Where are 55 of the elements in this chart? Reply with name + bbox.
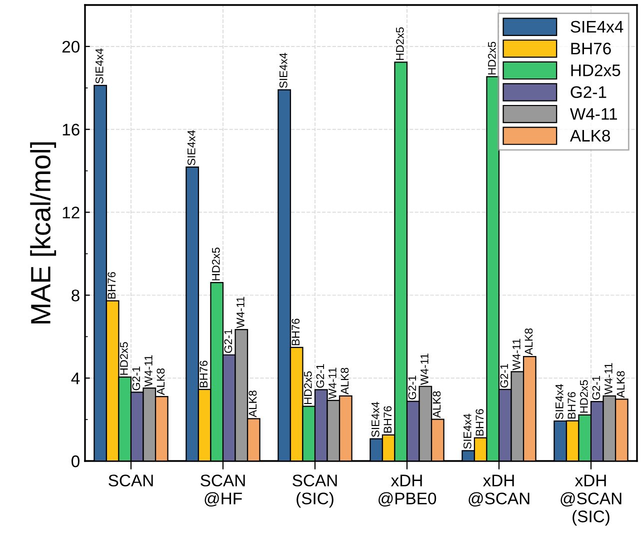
data-label: W4-11: [420, 354, 428, 385]
data-label: BH76: [476, 409, 484, 436]
data-label: G2-1: [132, 366, 140, 390]
y-tick-label: 0: [72, 455, 80, 468]
data-label: SIE4x4: [187, 130, 196, 166]
data-label: SIE4x4: [279, 52, 288, 88]
data-label: HD2x5: [580, 380, 588, 413]
data-label: G2-1: [408, 376, 416, 400]
data-label: W4-11: [512, 338, 520, 370]
data-label: BH76: [568, 392, 576, 418]
data-label: G2-1: [224, 329, 232, 353]
data-label: ALK8: [340, 368, 349, 395]
data-label: HD2x5: [396, 27, 404, 60]
y-tick-label: 4: [71, 372, 80, 384]
data-label: W4-11: [144, 355, 152, 387]
y-tick-label: 20: [62, 40, 80, 53]
legend-label: G2-1: [570, 86, 606, 98]
data-label: BH76: [292, 318, 300, 346]
legend-label: SIE4x4: [570, 20, 624, 33]
data-label: ALK8: [616, 371, 625, 398]
data-label: ALK8: [156, 368, 165, 396]
data-label: G2-1: [316, 364, 324, 388]
data-label: W4-11: [236, 296, 244, 328]
legend-label: ALK8: [570, 130, 610, 142]
legend-label: HD2x5: [571, 64, 620, 76]
x-tick-label: SCAN: [108, 474, 153, 486]
data-label: G2-1: [500, 364, 508, 388]
data-label: W4-11: [328, 368, 336, 400]
x-tick-label: SCAN @HF: [200, 474, 245, 507]
x-tick-label: xDH @PBE0: [378, 474, 436, 507]
legend-label: BH76: [571, 42, 611, 54]
data-label: W4-11: [604, 363, 612, 394]
x-tick-label: xDH @SCAN: [468, 474, 530, 507]
data-label: HD2x5: [304, 371, 312, 404]
data-label: HD2x5: [488, 42, 496, 74]
data-label: SIE4x4: [371, 402, 380, 437]
x-tick-label: SCAN (SIC): [292, 474, 337, 508]
data-label: HD2x5: [212, 248, 220, 280]
data-label: HD2x5: [120, 342, 128, 375]
data-label: BH76: [108, 272, 116, 298]
y-axis-title: MAE [kcal/mol]: [30, 142, 56, 324]
data-label: G2-1: [592, 376, 600, 400]
data-label: ALK8: [248, 390, 257, 418]
y-tick-label: 12: [62, 206, 80, 218]
y-tick-label: 8: [72, 290, 80, 302]
y-tick-label: 16: [62, 124, 80, 136]
data-label: SIE4x4: [95, 48, 104, 84]
data-label: ALK8: [432, 391, 441, 418]
legend-label: W4-11: [570, 108, 617, 120]
x-tick-label: xDH @SCAN (SIC): [560, 474, 622, 526]
data-label: BH76: [384, 406, 392, 433]
data-label: ALK8: [524, 328, 533, 356]
data-label: SIE4x4: [463, 414, 472, 449]
data-label: BH76: [200, 360, 208, 388]
data-label: SIE4x4: [555, 384, 564, 420]
